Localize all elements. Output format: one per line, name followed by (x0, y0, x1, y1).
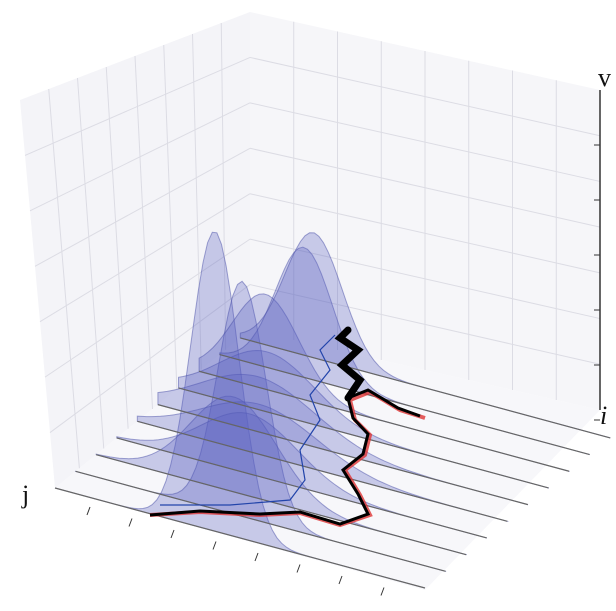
i-axis-label: i (600, 401, 607, 430)
grid-line (44, 238, 251, 378)
grid-line (192, 33, 202, 370)
grid-line (134, 55, 153, 410)
grid-line (24, 56, 251, 156)
j-axis-label: j (21, 480, 29, 509)
path-black-thick (334, 326, 365, 402)
slice-baseline (75, 470, 446, 572)
slice-baseline (157, 404, 529, 506)
grid-line (39, 193, 251, 323)
path-blue (160, 334, 336, 506)
slice-baseline (96, 454, 467, 556)
grid-line (48, 88, 80, 469)
grid-line (249, 284, 601, 365)
slice-baseline (137, 420, 508, 522)
front-tick (254, 552, 259, 562)
grid-line (34, 147, 251, 267)
grid-line (77, 77, 105, 449)
grid-line (220, 22, 227, 350)
front-tick (380, 587, 385, 596)
z-ticks (594, 144, 600, 421)
front-tick (212, 541, 217, 550)
grid-line (163, 44, 178, 390)
z-axis-label: v (598, 63, 611, 92)
grid-line (105, 66, 129, 429)
grid-line (249, 193, 601, 274)
front-tick (338, 575, 343, 585)
front-tick (128, 518, 133, 527)
slices (54, 231, 611, 589)
grid-line (29, 102, 251, 212)
slice-baseline (54, 487, 426, 589)
grid (24, 21, 601, 469)
grid-line (249, 56, 601, 137)
slice-baseline (240, 337, 611, 439)
front-tick (170, 529, 175, 539)
front-tick (86, 506, 91, 516)
front-tick (296, 564, 301, 573)
slice-baseline (198, 370, 570, 472)
path-black (149, 388, 421, 526)
grid-line (249, 238, 601, 320)
grid-line (249, 147, 601, 228)
front-ticks (86, 506, 385, 596)
slice-baseline (116, 437, 487, 539)
slice-baseline (178, 387, 549, 489)
grid-line (49, 284, 251, 433)
grid-line (249, 102, 601, 182)
slice-baseline (219, 353, 590, 456)
